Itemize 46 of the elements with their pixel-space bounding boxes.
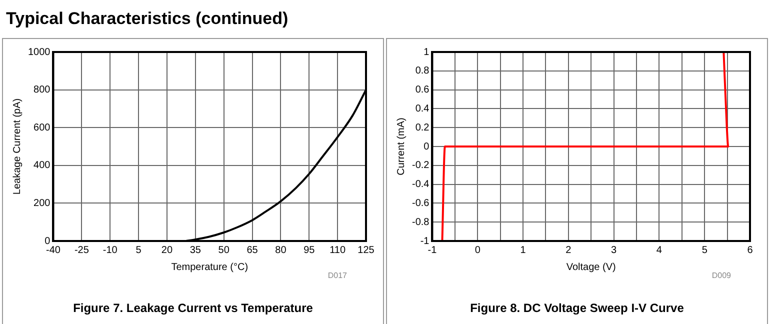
x-tick-label: 5 — [136, 244, 142, 256]
x-tick-label: 2 — [566, 244, 572, 256]
text: Figure 8. DC Voltage Sweep I-V Curve — [469, 301, 685, 315]
x-axis-title: Voltage (V) — [566, 262, 616, 273]
y-tick-label: 200 — [34, 198, 51, 209]
y-tick-label: -0.2 — [412, 160, 430, 172]
x-tick-label: 110 — [330, 244, 346, 256]
y-tick-label: -0.6 — [412, 198, 430, 209]
y-tick-label: -1 — [420, 236, 430, 247]
x-axis-title: Temperature (°C) — [171, 262, 248, 273]
x-tick-label: 20 — [161, 244, 173, 256]
y-tick-label: 1 — [424, 46, 430, 58]
line-series — [441, 52, 730, 241]
text: D009 — [712, 271, 731, 280]
x-tick-label: 5 — [702, 244, 708, 256]
x-tick-label: 0 — [474, 244, 481, 256]
y-tick-label: -0.4 — [412, 179, 430, 190]
y-axis-title: Current (mA) — [396, 118, 407, 176]
y-tick-label: 0.4 — [415, 103, 430, 114]
y-tick-label: 400 — [34, 160, 51, 172]
x-tick-label: -25 — [74, 244, 90, 256]
y-axis-title: Leakage Current (pA) — [12, 98, 23, 195]
x-tick-label: 4 — [656, 244, 662, 256]
x-tick-label: 1 — [520, 244, 526, 256]
y-tick-label: 1000 — [28, 46, 51, 58]
x-tick-label: 65 — [246, 244, 258, 256]
y-tick-label: 800 — [34, 84, 51, 96]
y-tick-label: -0.8 — [412, 216, 430, 228]
y-tick-label: 0.8 — [415, 66, 430, 77]
y-tick-label: 600 — [34, 122, 51, 134]
text: Typical Characteristics (continued) — [6, 9, 288, 29]
y-tick-label: 0.2 — [415, 122, 430, 134]
text: D017 — [328, 271, 347, 280]
y-tick-label: 0.6 — [415, 84, 430, 96]
x-tick-label: 35 — [190, 244, 202, 256]
x-tick-label: 80 — [275, 244, 287, 256]
x-tick-label: 125 — [358, 244, 375, 256]
x-tick-label: -40 — [46, 244, 61, 256]
x-tick-label: 95 — [304, 244, 316, 256]
y-tick-label: 0 — [44, 236, 51, 247]
x-tick-label: -10 — [102, 244, 118, 256]
x-tick-label: 50 — [218, 244, 230, 256]
y-tick-label: 0 — [424, 141, 430, 152]
text: Figure 7. Leakage Current vs Temperature — [72, 301, 314, 315]
x-tick-label: 3 — [611, 244, 618, 256]
x-tick-label: 6 — [747, 244, 754, 256]
